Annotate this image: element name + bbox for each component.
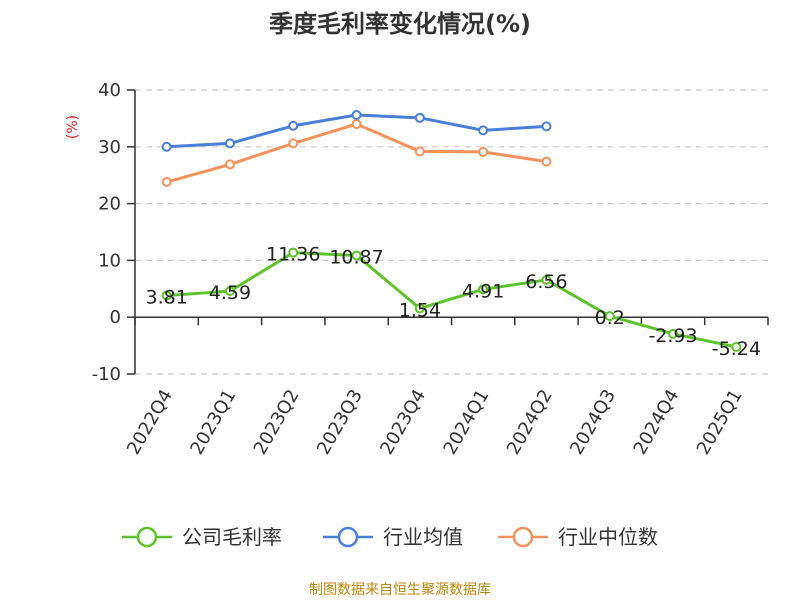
- y-tick-label: 40: [98, 80, 121, 101]
- data-point[interactable]: [478, 146, 489, 157]
- y-tick-label: 0: [110, 307, 121, 328]
- legend-marker: [337, 526, 359, 548]
- data-point[interactable]: [351, 119, 362, 130]
- chart-title: 季度毛利率变化情况(%): [269, 10, 531, 38]
- data-point[interactable]: [161, 177, 172, 188]
- legend-item[interactable]: 公司毛利率: [122, 525, 282, 549]
- y-tick-label: 30: [98, 137, 121, 158]
- series-line: [166, 251, 737, 349]
- data-point[interactable]: [161, 141, 172, 152]
- data-label: 0.2: [595, 307, 625, 329]
- data-point[interactable]: [224, 138, 235, 149]
- x-tick-label: 2024Q1: [440, 386, 494, 458]
- y-tick-label: -10: [92, 364, 121, 385]
- x-tick-label: 2024Q4: [629, 386, 683, 458]
- legend-label: 行业中位数: [558, 525, 658, 549]
- data-point[interactable]: [478, 284, 489, 295]
- data-point[interactable]: [731, 341, 742, 352]
- data-label: 6.56: [525, 271, 567, 293]
- x-tick-label: 2022Q4: [123, 386, 177, 458]
- x-tick-label: 2024Q3: [566, 386, 620, 458]
- data-point[interactable]: [288, 138, 299, 149]
- data-point[interactable]: [541, 274, 552, 285]
- data-label: 10.87: [329, 246, 383, 268]
- data-point[interactable]: [668, 328, 679, 339]
- legend-marker: [136, 526, 158, 548]
- data-label: 4.91: [462, 280, 504, 302]
- data-point[interactable]: [541, 156, 552, 167]
- data-label: -5.24: [712, 338, 761, 360]
- data-label: 4.59: [209, 282, 251, 304]
- data-point[interactable]: [414, 112, 425, 123]
- data-point[interactable]: [604, 311, 615, 322]
- legend[interactable]: 公司毛利率 行业均值 行业中位数: [122, 525, 658, 549]
- data-point[interactable]: [478, 125, 489, 136]
- x-tick-label: 2023Q3: [313, 386, 367, 458]
- series-line: [166, 122, 547, 184]
- data-point[interactable]: [288, 247, 299, 258]
- y-axis-label: (%): [65, 115, 81, 139]
- x-tick-label: 2025Q1: [693, 386, 747, 458]
- legend-label: 行业均值: [383, 525, 463, 549]
- legend-label: 公司毛利率: [182, 525, 282, 549]
- data-point[interactable]: [224, 286, 235, 297]
- legend-item[interactable]: 行业均值: [323, 525, 463, 549]
- data-point[interactable]: [414, 303, 425, 314]
- data-point[interactable]: [414, 146, 425, 157]
- data-point[interactable]: [161, 290, 172, 301]
- x-tick-label: 2023Q2: [250, 386, 304, 458]
- data-point[interactable]: [288, 120, 299, 131]
- data-label: -2.93: [648, 325, 697, 347]
- x-tick-label: 2023Q4: [376, 386, 430, 458]
- y-tick-label: 10: [98, 250, 121, 271]
- series-group: 3.81 4.59 11.36 10.87 1.54 4.91 6.56 0.2 -2.93 -5…: [145, 109, 761, 360]
- data-label: 11.36: [266, 244, 320, 266]
- legend-marker: [512, 526, 534, 548]
- data-point[interactable]: [224, 159, 235, 170]
- source-note: 制图数据来自恒生聚源数据库: [309, 582, 491, 598]
- x-tick-label: 2024Q2: [503, 386, 557, 458]
- data-point[interactable]: [541, 121, 552, 132]
- y-axis-ticks: -10 0 10 20 30 40: [92, 80, 136, 385]
- data-label: 3.81: [145, 287, 187, 309]
- data-point[interactable]: [351, 109, 362, 120]
- legend-item[interactable]: 行业中位数: [498, 525, 658, 549]
- data-label: 1.54: [399, 299, 441, 321]
- y-tick-label: 20: [98, 194, 121, 215]
- data-point[interactable]: [351, 250, 362, 261]
- x-tick-label: 2023Q1: [186, 386, 240, 458]
